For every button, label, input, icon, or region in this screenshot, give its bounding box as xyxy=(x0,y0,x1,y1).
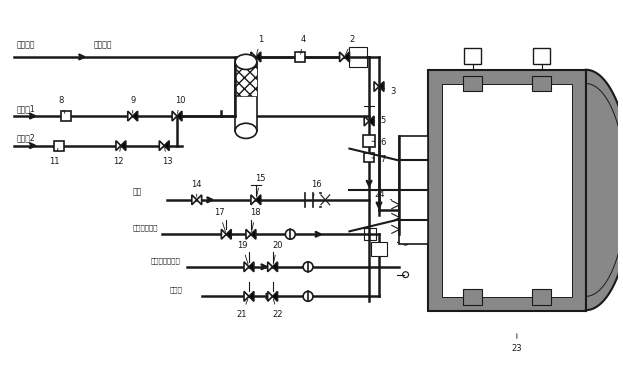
Polygon shape xyxy=(256,52,261,62)
Bar xyxy=(350,47,367,67)
Polygon shape xyxy=(249,262,254,272)
Bar xyxy=(371,242,387,256)
Polygon shape xyxy=(197,195,202,205)
Text: 6: 6 xyxy=(372,138,386,147)
Polygon shape xyxy=(364,116,369,126)
Text: 16: 16 xyxy=(311,180,321,197)
Polygon shape xyxy=(379,82,384,91)
Polygon shape xyxy=(345,52,350,62)
Polygon shape xyxy=(244,291,249,301)
Polygon shape xyxy=(251,195,256,205)
Bar xyxy=(235,62,257,131)
Bar xyxy=(54,141,64,151)
Bar xyxy=(442,83,572,297)
Bar xyxy=(531,76,551,91)
Text: 23: 23 xyxy=(511,334,522,353)
Bar xyxy=(295,52,305,62)
Circle shape xyxy=(303,262,313,272)
Polygon shape xyxy=(268,262,273,272)
Polygon shape xyxy=(159,141,164,151)
Text: 氮气: 氮气 xyxy=(133,188,142,197)
Text: 酸性气2: 酸性气2 xyxy=(16,134,35,142)
Polygon shape xyxy=(586,70,623,311)
Bar xyxy=(428,70,586,311)
Bar xyxy=(463,289,482,305)
Circle shape xyxy=(402,272,409,278)
Polygon shape xyxy=(251,52,256,62)
Text: 21: 21 xyxy=(237,299,248,319)
Polygon shape xyxy=(244,262,249,272)
Text: 8: 8 xyxy=(58,96,65,113)
Polygon shape xyxy=(133,111,138,121)
Polygon shape xyxy=(340,52,345,62)
Polygon shape xyxy=(177,111,182,121)
Bar xyxy=(235,62,257,96)
Bar xyxy=(363,135,375,147)
Text: 3: 3 xyxy=(382,87,396,96)
Bar xyxy=(364,153,374,162)
Text: 11: 11 xyxy=(49,148,59,166)
Text: 17: 17 xyxy=(214,208,226,232)
Polygon shape xyxy=(128,111,133,121)
Text: 1: 1 xyxy=(257,35,264,54)
Text: 10: 10 xyxy=(174,96,185,113)
Text: 24: 24 xyxy=(374,190,392,200)
Polygon shape xyxy=(172,111,177,121)
Polygon shape xyxy=(192,195,197,205)
Text: 2: 2 xyxy=(346,35,355,55)
Bar xyxy=(364,229,376,240)
Polygon shape xyxy=(226,229,231,239)
Text: 9: 9 xyxy=(130,96,135,113)
Text: 主燃烧器瓦斯: 主燃烧器瓦斯 xyxy=(133,225,158,232)
Polygon shape xyxy=(273,262,277,272)
Polygon shape xyxy=(164,141,169,151)
Bar xyxy=(399,136,428,244)
Circle shape xyxy=(285,229,295,239)
Bar xyxy=(531,289,551,305)
Text: 15: 15 xyxy=(255,174,266,197)
Text: 4: 4 xyxy=(300,35,306,54)
Text: 7: 7 xyxy=(372,155,386,164)
Text: 助燃空气: 助燃空气 xyxy=(93,40,112,49)
Text: 20: 20 xyxy=(272,240,283,264)
Text: 辅助燃烧器瓦斯: 辅助燃烧器瓦斯 xyxy=(150,257,180,264)
Text: 风机供风: 风机供风 xyxy=(16,40,35,49)
Bar xyxy=(463,76,482,91)
Circle shape xyxy=(402,239,409,245)
Polygon shape xyxy=(256,195,261,205)
Polygon shape xyxy=(374,82,379,91)
Polygon shape xyxy=(246,229,251,239)
Text: 18: 18 xyxy=(250,208,261,232)
Text: 净化风: 净化风 xyxy=(170,287,183,293)
Text: 19: 19 xyxy=(237,240,248,264)
Polygon shape xyxy=(369,116,374,126)
Circle shape xyxy=(303,291,313,301)
Bar xyxy=(533,48,550,64)
Polygon shape xyxy=(273,291,277,301)
Text: 酸性气1: 酸性气1 xyxy=(16,104,35,113)
Text: 22: 22 xyxy=(272,299,283,319)
Text: 14: 14 xyxy=(191,180,202,197)
Polygon shape xyxy=(251,229,256,239)
Bar xyxy=(61,111,70,121)
Text: 13: 13 xyxy=(162,148,173,166)
Polygon shape xyxy=(116,141,121,151)
Bar xyxy=(464,48,482,64)
Polygon shape xyxy=(249,291,254,301)
Text: 12: 12 xyxy=(113,148,123,166)
Ellipse shape xyxy=(235,123,257,138)
Polygon shape xyxy=(221,229,226,239)
Text: 5: 5 xyxy=(372,116,386,126)
Polygon shape xyxy=(268,291,273,301)
Polygon shape xyxy=(121,141,126,151)
Ellipse shape xyxy=(235,54,257,70)
